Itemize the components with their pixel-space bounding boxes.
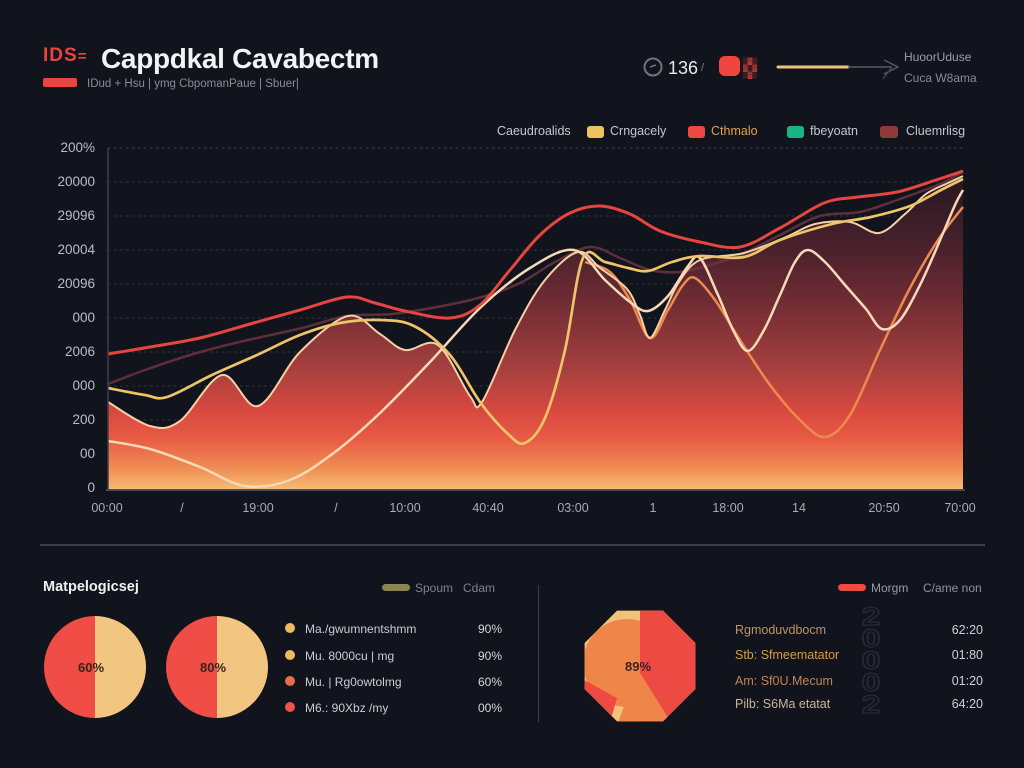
svg-text:89%: 89%: [625, 659, 651, 674]
svg-text:/: /: [701, 62, 705, 74]
svg-text:▒▓▒: ▒▓▒: [743, 57, 757, 65]
svg-text:▓▒▓: ▓▒▓: [743, 64, 757, 72]
svg-text:▒▓▒: ▒▓▒: [743, 71, 757, 79]
svg-text:60%: 60%: [78, 660, 104, 675]
svg-text:80%: 80%: [200, 660, 226, 675]
svg-text:136: 136: [668, 58, 698, 78]
